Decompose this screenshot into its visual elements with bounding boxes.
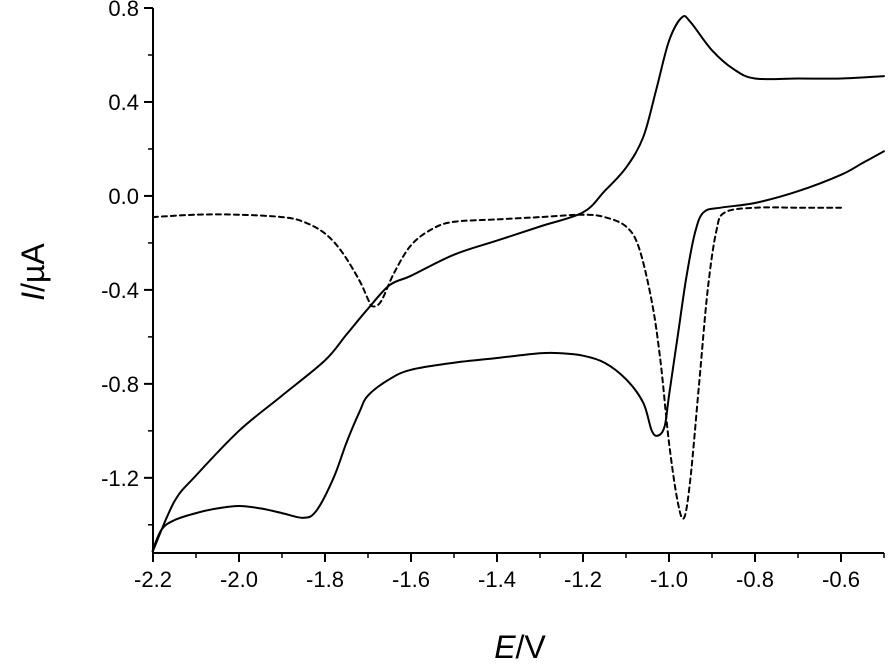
x-tick-label: -0.6 (822, 567, 860, 592)
x-tick-label: -0.8 (736, 567, 774, 592)
y-tick-label: -1.2 (101, 466, 139, 491)
series-layer (151, 15, 885, 553)
y-axis-title: I/µA (15, 243, 51, 301)
y-tick-label: -0.4 (101, 278, 139, 303)
x-tick-label: -2.0 (220, 567, 258, 592)
tick-labels: -2.2 -2.0 -1.8 -1.6 -1.4 -1.2 -1.0 -0.8 -0.6 0.8 0… (101, 0, 860, 592)
y-tick-label: 0.0 (108, 184, 139, 209)
y-tick-label: 0.4 (108, 90, 139, 115)
y-tick-label: 0.8 (108, 0, 139, 21)
dashed-voltammogram-line (152, 206, 842, 520)
x-tick-label: -1.0 (650, 567, 688, 592)
x-tick-label: -1.4 (478, 567, 516, 592)
solid-voltammogram-line (151, 15, 885, 553)
x-tick-label: -2.2 (134, 567, 172, 592)
x-tick-label: -1.2 (564, 567, 602, 592)
x-axis-title: E/V (494, 629, 546, 665)
x-tick-label: -1.6 (392, 567, 430, 592)
x-tick-label: -1.8 (306, 567, 344, 592)
y-tick-label: -0.8 (101, 372, 139, 397)
axes (144, 7, 885, 562)
